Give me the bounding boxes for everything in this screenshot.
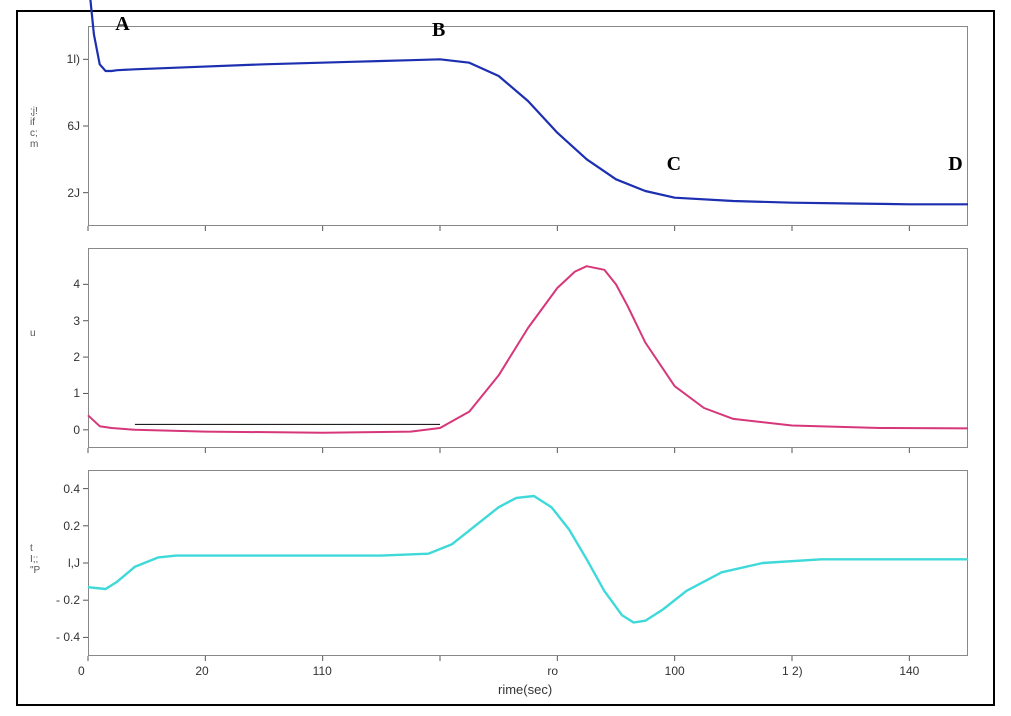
x-axis-label: rime(sec) (498, 682, 552, 697)
ytick-label: l,J (68, 556, 80, 570)
ytick-label: - 0.2 (56, 593, 80, 607)
ytick-label: 0.4 (63, 482, 80, 496)
xtick-label: 100 (665, 664, 685, 678)
ytick-label: 0.2 (63, 519, 80, 533)
xtick-label: 140 (899, 664, 919, 678)
ytick-label: - 0.4 (56, 630, 80, 644)
panel-3-curve (0, 0, 1011, 716)
xtick-label: 110 (313, 664, 332, 678)
xtick-label: 0 (78, 664, 85, 678)
panel-3-ylabel: t I;; "P (30, 543, 40, 576)
xtick-label: 20 (195, 664, 208, 678)
xtick-label: ro (547, 664, 558, 678)
xtick-label: 1 2) (782, 664, 803, 678)
